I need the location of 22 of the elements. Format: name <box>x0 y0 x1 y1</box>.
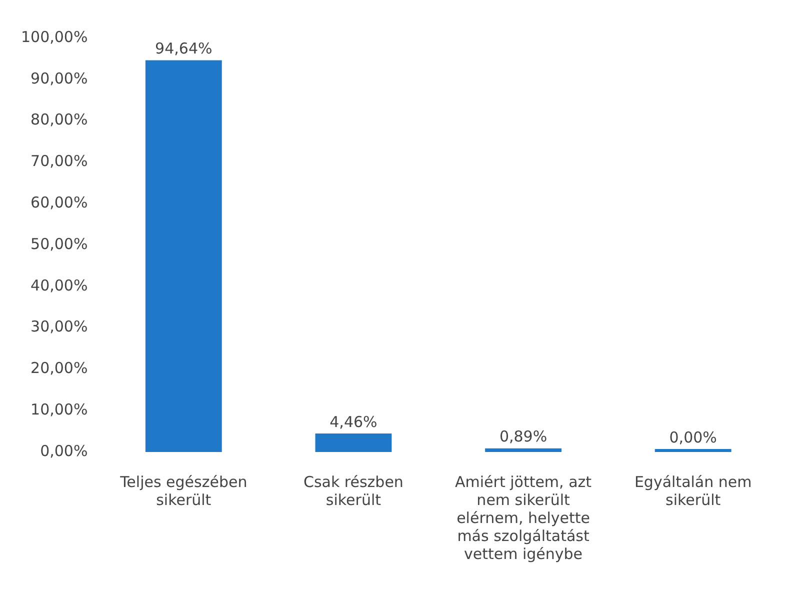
data-label: 0,00% <box>669 428 717 446</box>
y-tick-label: 20,00% <box>30 359 88 378</box>
data-label: 94,64% <box>155 40 212 58</box>
y-tick-label: 60,00% <box>30 193 88 212</box>
y-tick-label: 40,00% <box>30 276 88 294</box>
bar <box>315 434 392 452</box>
x-tick-label: Teljes egészében sikerült <box>119 472 248 509</box>
y-tick-label: 70,00% <box>30 152 88 170</box>
data-label: 4,46% <box>330 412 378 431</box>
bar <box>485 448 562 452</box>
y-tick-label: 50,00% <box>30 234 88 253</box>
data-label: 0,89% <box>499 428 548 446</box>
x-tick-label: Amiért jöttem, azt nem sikerült elérnem, helyette más szolgáltatást vettem igénybe <box>455 472 592 563</box>
x-tick-label: Egyáltalán nem sikerült <box>634 472 752 509</box>
bar <box>145 60 222 452</box>
y-tick-label: 90,00% <box>30 69 88 88</box>
y-tick-label: 100,00% <box>20 28 88 46</box>
y-tick-label: 0,00% <box>40 442 88 460</box>
y-tick-label: 30,00% <box>30 318 88 336</box>
y-tick-label: 10,00% <box>30 400 88 418</box>
y-tick-label: 80,00% <box>30 110 88 129</box>
x-tick-label: Csak részben sikerült <box>303 472 404 509</box>
